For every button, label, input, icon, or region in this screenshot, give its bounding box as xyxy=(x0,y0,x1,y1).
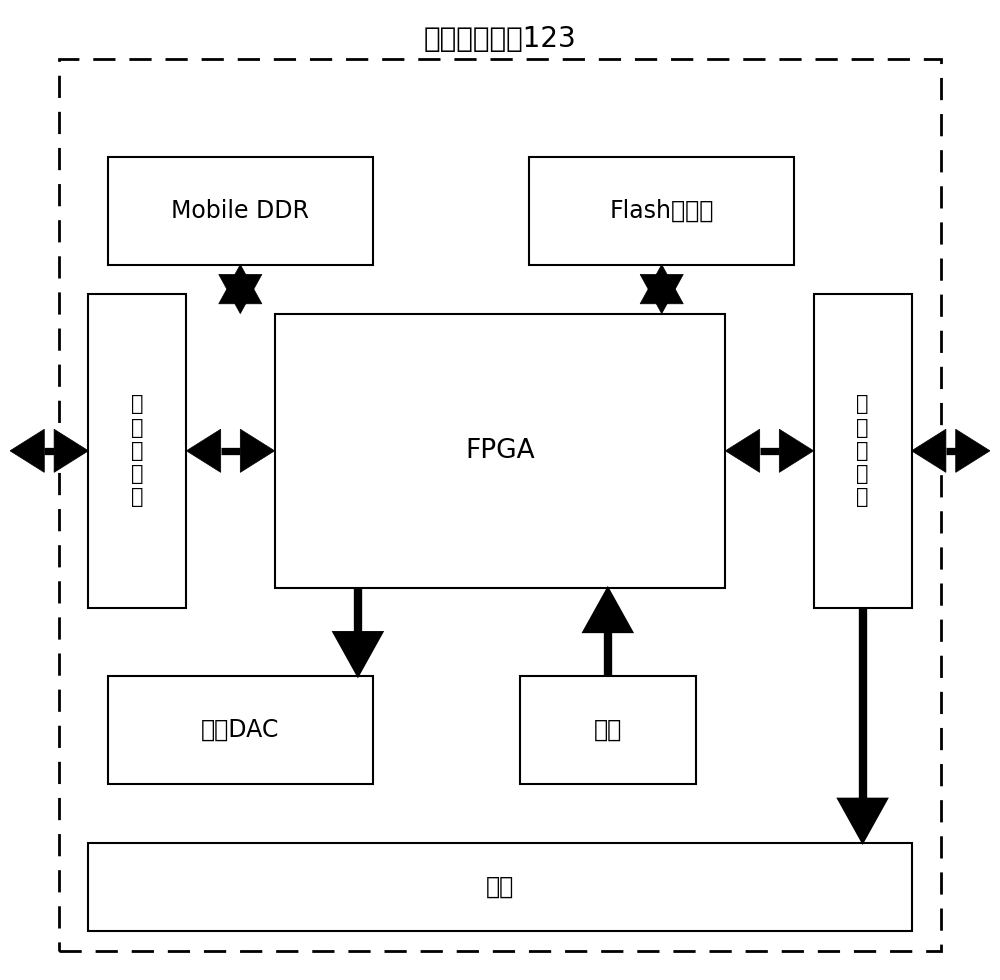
Polygon shape xyxy=(583,588,632,632)
Text: FPGA: FPGA xyxy=(465,438,535,464)
Polygon shape xyxy=(219,274,262,314)
Text: 视频DAC: 视频DAC xyxy=(201,718,279,742)
Polygon shape xyxy=(725,429,760,472)
Text: 晶振: 晶振 xyxy=(594,718,622,742)
Polygon shape xyxy=(54,429,88,472)
Polygon shape xyxy=(912,429,946,472)
Polygon shape xyxy=(333,632,382,676)
Polygon shape xyxy=(956,429,990,472)
Bar xyxy=(529,157,794,265)
Bar xyxy=(108,157,373,265)
Bar xyxy=(814,294,912,608)
Polygon shape xyxy=(240,429,275,472)
Bar xyxy=(88,843,912,931)
Bar xyxy=(88,294,186,608)
Polygon shape xyxy=(219,265,262,304)
Bar xyxy=(108,676,373,784)
Bar xyxy=(275,314,725,588)
Polygon shape xyxy=(640,265,683,304)
Polygon shape xyxy=(10,429,44,472)
Text: Mobile DDR: Mobile DDR xyxy=(171,199,309,222)
Polygon shape xyxy=(779,429,814,472)
Polygon shape xyxy=(838,799,887,843)
Text: Flash存储器: Flash存储器 xyxy=(610,199,714,222)
Bar xyxy=(520,676,696,784)
Text: 第
二
插
接
件: 第 二 插 接 件 xyxy=(856,394,869,508)
Text: 信号处理电路123: 信号处理电路123 xyxy=(424,25,576,53)
Text: 电源: 电源 xyxy=(486,875,514,899)
Polygon shape xyxy=(186,429,221,472)
Polygon shape xyxy=(640,274,683,314)
Text: 第
一
插
接
件: 第 一 插 接 件 xyxy=(131,394,144,508)
